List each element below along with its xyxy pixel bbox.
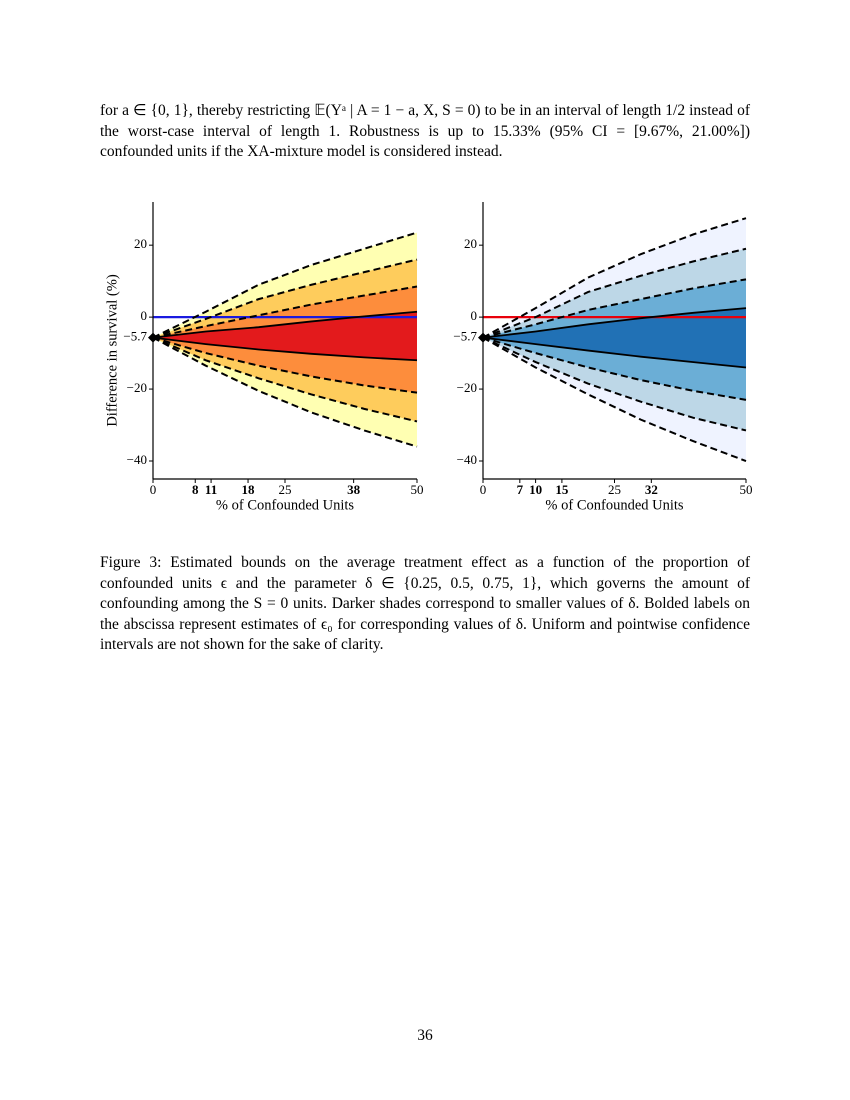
eps0-tick-label: 18 (242, 482, 256, 497)
x-tick-label: 50 (411, 482, 424, 497)
y-tick-label: 0 (141, 308, 148, 323)
bound-line (482, 247, 747, 339)
x-tick-label: 25 (279, 482, 292, 497)
bound-line (152, 336, 418, 394)
bound-band (153, 311, 417, 361)
x-axis-label: % of Confounded Units (216, 497, 354, 513)
y-axis-label: Difference in survival (%) (104, 274, 120, 426)
x-axis-label: % of Confounded Units (545, 497, 683, 513)
bound-line (152, 285, 418, 339)
bound-line (152, 258, 418, 339)
eps0-tick-label: 15 (555, 482, 569, 497)
eps0-tick-label: 7 (517, 482, 524, 497)
body-paragraph: for a ∈ {0, 1}, thereby restricting 𝔼(Yᵃ… (100, 102, 750, 160)
eps0-tick-label: 32 (645, 482, 658, 497)
eps0-tick-label: 38 (347, 482, 361, 497)
eps0-tick-label: 11 (205, 482, 217, 497)
bound-line (482, 307, 747, 339)
x-tick-label: 0 (480, 482, 487, 497)
bound-line (152, 231, 418, 339)
figure-caption: Figure 3: Estimated bounds on the averag… (100, 554, 750, 653)
bound-line (152, 336, 418, 448)
bound-line (482, 336, 747, 462)
y-tick-label: −5.7 (453, 329, 477, 344)
eps0-tick-label: 8 (192, 482, 199, 497)
bound-line (482, 336, 747, 401)
bound-line (152, 310, 418, 339)
x-tick-label: 50 (740, 482, 753, 497)
bound-line (482, 336, 747, 432)
bound-line (482, 336, 747, 369)
page-number: 36 (417, 1027, 433, 1044)
y-tick-label: −40 (127, 452, 147, 467)
y-tick-label: 20 (134, 236, 147, 251)
y-tick-label: 0 (471, 308, 478, 323)
x-tick-label: 0 (150, 482, 157, 497)
y-tick-label: −20 (457, 380, 477, 395)
y-tick-label: −5.7 (123, 329, 147, 344)
bound-line (482, 217, 747, 339)
bound-band (483, 308, 746, 368)
y-tick-label: −20 (127, 380, 147, 395)
y-tick-label: 20 (464, 236, 477, 251)
eps0-tick-label: 10 (529, 482, 542, 497)
bound-line (482, 278, 747, 339)
bound-line (152, 336, 418, 423)
y-tick-label: −40 (457, 452, 477, 467)
bound-line (152, 336, 418, 362)
figure: 200−5.7−20−400 25 508 11 18 38% of Confounded… (104, 202, 753, 513)
x-tick-label: 25 (608, 482, 621, 497)
